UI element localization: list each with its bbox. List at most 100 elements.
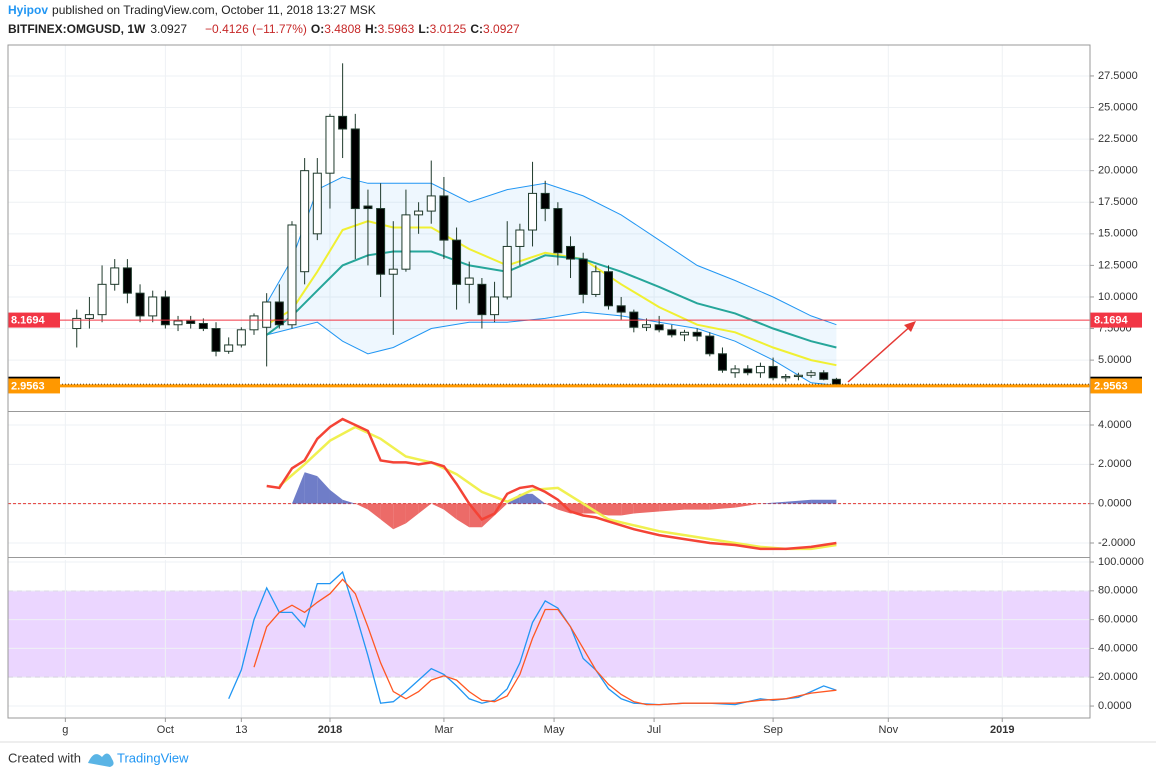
- histogram-area: [380, 503, 394, 530]
- frame: [7, 44, 1091, 719]
- histogram-area: [608, 503, 622, 516]
- y-tick-label: 10.0000: [1098, 291, 1138, 303]
- candle-body: [616, 305, 626, 313]
- histogram-area: [342, 499, 356, 504]
- ohlc-value: 3.0125: [430, 22, 467, 36]
- candle-body: [743, 368, 753, 374]
- candle-body: [211, 328, 221, 352]
- histogram-area: [684, 503, 710, 510]
- candle-body: [806, 372, 816, 376]
- candle-body: [540, 192, 550, 210]
- y-tick-label: 27.5000: [1098, 70, 1138, 82]
- y-tick-label: 12.5000: [1098, 259, 1138, 271]
- histogram-area: [735, 503, 761, 508]
- histogram-area: [304, 472, 318, 504]
- candle-body: [84, 314, 94, 319]
- histogram-area: [456, 503, 470, 528]
- candle-body: [679, 331, 689, 336]
- candle-body: [173, 320, 183, 326]
- candle-body: [591, 271, 601, 295]
- ohlc-label: C:: [470, 22, 483, 36]
- overlay-line: [266, 220, 837, 367]
- ohlc-value: 3.5963: [378, 22, 415, 36]
- candle-body: [515, 229, 525, 247]
- candle-body: [376, 208, 386, 275]
- y-tick-label: 22.5000: [1098, 133, 1138, 145]
- y-tick-label: 0.0000: [1098, 498, 1132, 510]
- histogram-area: [519, 493, 533, 504]
- candle-body: [566, 245, 576, 260]
- candle-body: [717, 353, 727, 371]
- candle-body: [300, 170, 310, 273]
- x-tick-label: 13: [235, 724, 247, 736]
- candle-body: [414, 210, 424, 216]
- y-tick-label: 17.5000: [1098, 196, 1138, 208]
- author[interactable]: Hyipov: [8, 3, 48, 17]
- y-tick-label: 100.0000: [1098, 556, 1144, 568]
- x-tick-label: Sep: [763, 724, 783, 736]
- histogram-area: [355, 503, 368, 510]
- y-tick-label: 20.0000: [1098, 165, 1138, 177]
- price-label: 8.1694: [11, 314, 46, 326]
- histogram-area: [291, 472, 305, 504]
- candle-body: [502, 245, 512, 298]
- y-tick-label: 15.0000: [1098, 228, 1138, 240]
- overlay-line: [266, 250, 837, 349]
- price-label: 2.9563: [11, 380, 45, 392]
- price-label: 8.1694: [1094, 314, 1129, 326]
- y-tick-label: 40.0000: [1098, 642, 1138, 654]
- footer-brand[interactable]: TradingView: [117, 750, 189, 765]
- y-tick-label: 20.0000: [1098, 671, 1138, 683]
- candle-body: [350, 128, 360, 210]
- candle-body: [122, 267, 132, 294]
- histogram-area: [405, 503, 419, 524]
- candle-body: [654, 324, 664, 331]
- histogram-area: [393, 503, 406, 530]
- y-tick-label: 60.0000: [1098, 614, 1138, 626]
- histogram-area: [317, 476, 330, 504]
- band: [8, 590, 1090, 678]
- candle-body: [236, 329, 246, 346]
- candle-body: [439, 195, 449, 241]
- candle-body: [186, 320, 196, 324]
- x-tick-label: Oct: [157, 724, 174, 736]
- candle-body: [312, 172, 322, 235]
- ohlc-label: L:: [418, 22, 429, 36]
- price-label-box: [8, 312, 60, 328]
- candle-body: [831, 378, 841, 385]
- line: [228, 570, 837, 706]
- candle-body: [578, 258, 588, 295]
- histogram-area: [659, 503, 685, 512]
- candle-body: [287, 224, 297, 326]
- candle-body: [490, 296, 500, 316]
- candle-body: [793, 374, 803, 378]
- y-tick-label: 5.0000: [1098, 354, 1132, 366]
- x-tick-label: Nov: [879, 724, 899, 736]
- candle-body: [667, 329, 677, 336]
- price-label: 2.9563: [1094, 380, 1128, 392]
- candle-body: [401, 214, 411, 270]
- candle-body: [325, 115, 335, 174]
- histogram-area: [431, 503, 444, 510]
- histogram-area: [545, 503, 558, 510]
- x-tick-label: 2018: [318, 724, 342, 736]
- candle-body: [274, 301, 284, 326]
- line: [253, 578, 837, 706]
- symbol-line: BITFINEX:OMGUSD, 1W 3.0927 −0.4126 (−11.77…: [8, 22, 520, 36]
- candle-body: [781, 376, 791, 379]
- histogram-area: [418, 503, 432, 514]
- candle-body: [819, 372, 829, 380]
- histogram-area: [621, 503, 634, 516]
- candle-body: [705, 335, 715, 355]
- histogram-area: [329, 489, 343, 504]
- symbol: BITFINEX:OMGUSD, 1W: [8, 22, 146, 36]
- logo: [88, 753, 114, 767]
- price-label-box: [1090, 312, 1142, 328]
- candle-body: [388, 268, 398, 275]
- ohlc-label: O:: [311, 22, 324, 36]
- candle-body: [477, 283, 487, 316]
- y-tick-label: -2.0000: [1098, 537, 1135, 549]
- candle-body: [464, 277, 474, 285]
- histogram-area: [760, 501, 786, 504]
